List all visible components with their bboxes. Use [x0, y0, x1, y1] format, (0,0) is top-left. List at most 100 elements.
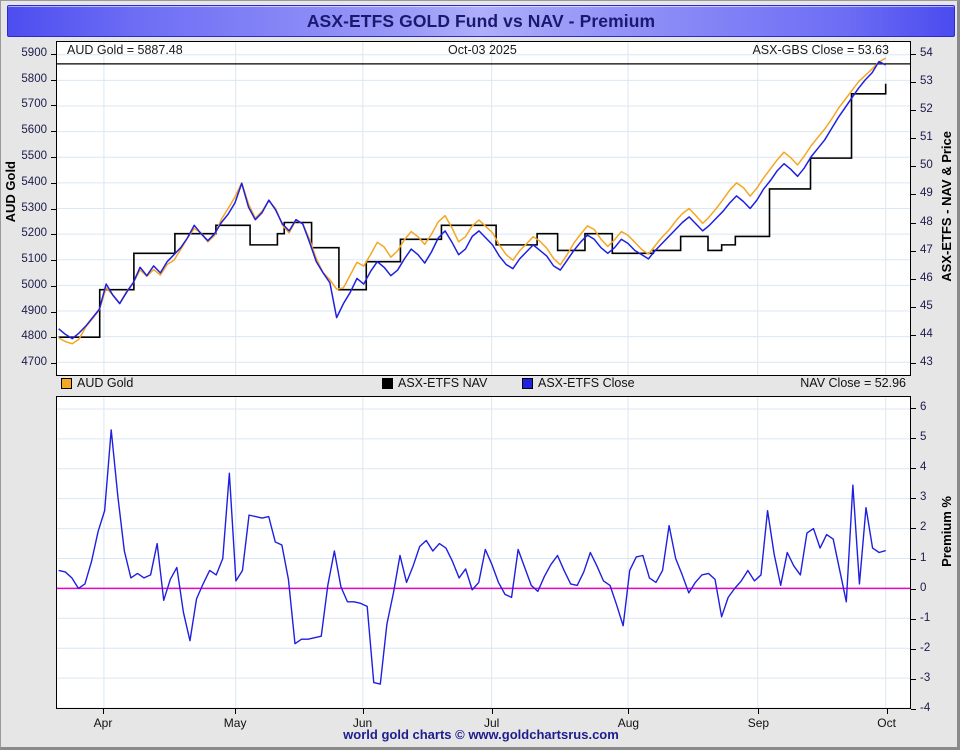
axis-tick-label: 54 [920, 46, 933, 59]
legend-label-aud-gold: AUD Gold [77, 376, 134, 390]
premium-chart-plot-area [56, 396, 911, 709]
price-chart-svg [57, 42, 910, 375]
x-axis-tick-mark [235, 709, 237, 714]
axis-tick-label: 44 [920, 328, 933, 341]
axis-tick-mark [911, 53, 916, 55]
axis-tick-label: 4900 [21, 304, 47, 317]
premium-chart-svg [57, 397, 910, 708]
x-axis-tick-label: Jul [483, 716, 500, 730]
x-axis-tick-label: Jun [352, 716, 373, 730]
axis-tick-mark [911, 558, 916, 560]
axis-tick-label: 48 [920, 215, 933, 228]
axis-tick-mark [911, 138, 916, 140]
axis-tick-label: 6 [920, 401, 927, 414]
axis-tick-mark [51, 131, 56, 133]
axis-tick-label: -2 [920, 641, 931, 654]
axis-tick-label: 5200 [21, 227, 47, 240]
axis-tick-label: 5600 [21, 124, 47, 137]
axis-tick-label: 45 [920, 300, 933, 313]
axis-tick-mark [51, 311, 56, 313]
axis-tick-mark [51, 285, 56, 287]
x-axis-tick-mark [362, 709, 364, 714]
y-axis-title-premium: Premium % [939, 496, 954, 567]
axis-tick-label: 1 [920, 551, 927, 564]
axis-tick-mark [51, 53, 56, 55]
x-axis-tick-mark [628, 709, 630, 714]
axis-tick-label: 5500 [21, 149, 47, 162]
legend-swatch-icon-aud-gold [61, 377, 72, 389]
axis-tick-label: 3 [920, 491, 927, 504]
axis-tick-label: 4700 [21, 356, 47, 369]
axis-tick-mark [911, 678, 916, 680]
axis-tick-mark [911, 109, 916, 111]
footer-credit: world gold charts © www.goldchartsrus.co… [343, 727, 619, 742]
x-axis-tick-mark [886, 709, 888, 714]
x-axis-tick-mark [491, 709, 493, 714]
axis-tick-label: 52 [920, 102, 933, 115]
axis-tick-label: -3 [920, 671, 931, 684]
axis-tick-label: 5300 [21, 201, 47, 214]
x-axis-tick-mark [758, 709, 760, 714]
axis-tick-mark [911, 307, 916, 309]
axis-tick-mark [911, 498, 916, 500]
axis-tick-mark [911, 648, 916, 650]
axis-tick-mark [911, 363, 916, 365]
axis-tick-mark [911, 709, 916, 710]
axis-tick-label: 50 [920, 159, 933, 172]
axis-tick-label: 4800 [21, 330, 47, 343]
axis-tick-mark [911, 528, 916, 530]
axis-tick-mark [911, 222, 916, 224]
axis-tick-mark [911, 166, 916, 168]
axis-tick-label: 5100 [21, 253, 47, 266]
axis-tick-label: -4 [920, 702, 931, 714]
x-axis-tick-label: Aug [617, 716, 640, 730]
axis-tick-mark [51, 156, 56, 158]
legend-label-close: ASX-ETFS Close [538, 376, 635, 390]
axis-tick-mark [51, 79, 56, 81]
axis-tick-label: 5400 [21, 175, 47, 188]
axis-tick-mark [51, 337, 56, 339]
axis-tick-label: 5800 [21, 72, 47, 85]
axis-tick-mark [51, 234, 56, 236]
y-axis-title-right: ASX-ETFS - NAV & Price [939, 131, 954, 282]
x-axis-tick-mark [103, 709, 105, 714]
annotation-nav-close-text: NAV Close = 52.96 [800, 376, 906, 390]
axis-tick-mark [911, 438, 916, 440]
annotation-asx-gbs-close: ASX-GBS Close = 53.63 [752, 43, 889, 57]
axis-tick-label: 43 [920, 356, 933, 369]
chart-legend: AUD Gold ASX-ETFS NAV ASX-ETFS Close NAV… [57, 376, 910, 394]
axis-tick-mark [911, 618, 916, 620]
legend-swatch-icon-nav [382, 377, 393, 389]
annotation-date: Oct-03 2025 [448, 43, 517, 57]
axis-tick-label: 5900 [21, 46, 47, 59]
x-axis-tick-label: Apr [93, 716, 113, 730]
legend-item-close[interactable]: ASX-ETFS Close [522, 376, 635, 390]
axis-tick-label: 5700 [21, 98, 47, 111]
price-chart-plot-area [56, 41, 911, 376]
axis-tick-mark [51, 182, 56, 184]
axis-tick-label: 2 [920, 521, 927, 534]
axis-tick-label: 47 [920, 243, 933, 256]
page-title: ASX-ETFS GOLD Fund vs NAV - Premium [306, 10, 656, 31]
axis-tick-mark [911, 81, 916, 83]
axis-tick-label: 0 [920, 581, 927, 594]
axis-tick-mark [911, 468, 916, 470]
axis-tick-label: 51 [920, 131, 933, 144]
axis-tick-mark [51, 208, 56, 210]
axis-tick-mark [51, 260, 56, 262]
legend-item-aud-gold[interactable]: AUD Gold [61, 376, 133, 390]
axis-tick-mark [911, 335, 916, 337]
axis-tick-mark [911, 588, 916, 590]
axis-tick-mark [911, 278, 916, 280]
x-axis-tick-label: Sep [747, 716, 770, 730]
x-axis-tick-label: May [223, 716, 247, 730]
x-axis-tick-label: Oct [877, 716, 896, 730]
legend-label-nav: ASX-ETFS NAV [398, 376, 488, 390]
legend-item-nav[interactable]: ASX-ETFS NAV [382, 376, 487, 390]
window-title-bar: ASX-ETFS GOLD Fund vs NAV - Premium [7, 5, 955, 37]
axis-tick-mark [911, 250, 916, 252]
axis-tick-label: 5 [920, 431, 927, 444]
axis-tick-mark [51, 105, 56, 107]
axis-tick-label: 49 [920, 187, 933, 200]
